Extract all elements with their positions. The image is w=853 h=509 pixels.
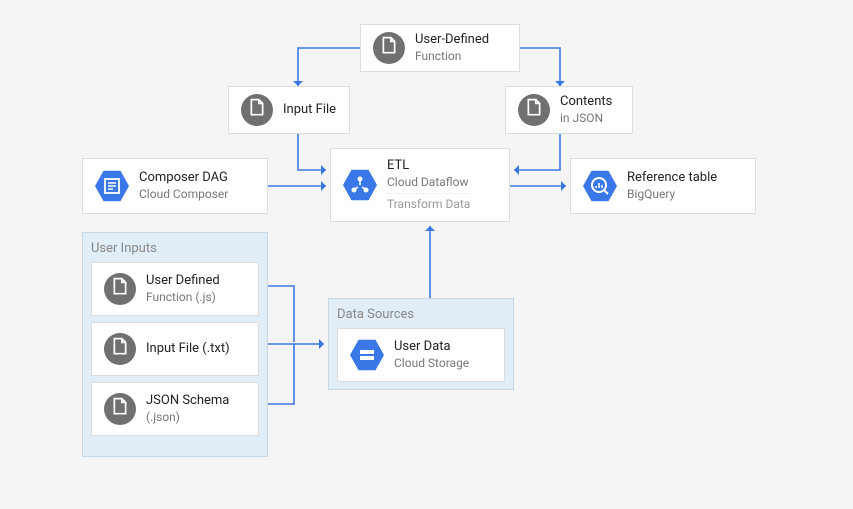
node-data_sources-item-0: User DataCloud Storage xyxy=(337,328,505,382)
node-contents_json: Contents in JSON xyxy=(505,86,633,134)
file-icon xyxy=(518,94,550,126)
node-input_file: Input File xyxy=(228,86,350,134)
etl-subtitle2: Transform Data xyxy=(387,193,470,212)
group-data_sources: Data Sources User DataCloud Storage xyxy=(328,298,514,390)
udf_top-title: User-Defined xyxy=(415,32,489,48)
etl-title: ETL xyxy=(387,158,470,174)
contents_json-title: Contents xyxy=(560,94,612,110)
bq-title: Reference table xyxy=(627,170,717,186)
file-icon xyxy=(104,333,136,365)
node-user_inputs-item-2: JSON Schema(.json) xyxy=(91,382,259,436)
node-etl: ETL Cloud Dataflow Transform Data xyxy=(330,148,510,222)
file-icon xyxy=(373,32,405,64)
dataflow-icon xyxy=(343,168,377,202)
bigquery-icon xyxy=(583,169,617,203)
group-user_inputs-title: User Inputs xyxy=(91,241,259,256)
composer-title: Composer DAG xyxy=(139,170,228,186)
node-user_inputs-item-0: User DefinedFunction (.js) xyxy=(91,262,259,316)
file-icon xyxy=(104,273,136,305)
input_file-title: Input File xyxy=(283,102,336,118)
node-composer: Composer DAG Cloud Composer xyxy=(82,158,268,214)
node-user_inputs-item-1: Input File (.txt) xyxy=(91,322,259,376)
file-icon xyxy=(241,94,273,126)
composer-icon xyxy=(95,169,129,203)
node-bq: Reference table BigQuery xyxy=(570,158,756,214)
etl-subtitle: Cloud Dataflow xyxy=(387,175,470,190)
file-icon xyxy=(104,393,136,425)
bq-subtitle: BigQuery xyxy=(627,187,717,202)
group-user_inputs: User Inputs User DefinedFunction (.js) I… xyxy=(82,232,268,457)
group-data_sources-title: Data Sources xyxy=(337,307,505,322)
contents_json-subtitle: in JSON xyxy=(560,111,612,126)
composer-subtitle: Cloud Composer xyxy=(139,187,228,202)
udf_top-subtitle: Function xyxy=(415,49,489,64)
node-udf_top: User-Defined Function xyxy=(360,24,520,72)
storage-icon xyxy=(350,338,384,372)
